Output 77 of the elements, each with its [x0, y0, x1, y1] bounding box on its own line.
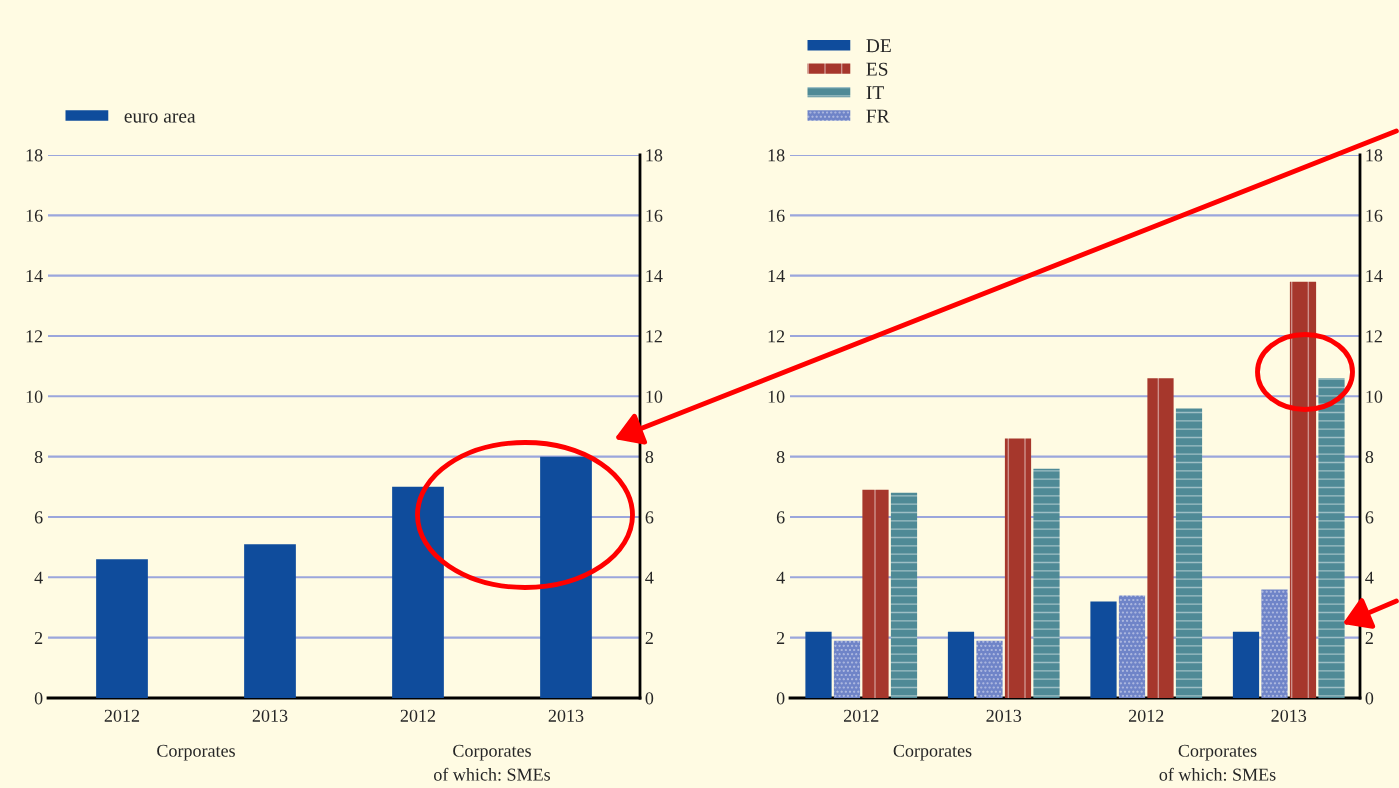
y2-tick-label: 14 — [646, 270, 663, 282]
y2-tick-label: 4 — [645, 571, 654, 584]
y-tick-label: 16 — [26, 209, 43, 222]
y-tick-label: 6 — [776, 511, 785, 524]
y2-tick-label: 4 — [1365, 571, 1374, 584]
y2-tick-label: 18 — [1366, 149, 1383, 162]
y-tick-label: 12 — [768, 330, 785, 343]
y2-tick-label: 12 — [1366, 330, 1382, 343]
bar — [947, 631, 975, 698]
y-tick-label: 14 — [768, 270, 785, 282]
y2-tick-label: 8 — [645, 450, 654, 464]
y2-tick-label: 8 — [1365, 450, 1374, 464]
bar — [96, 559, 148, 698]
y-tick-label: 0 — [34, 692, 43, 705]
legend-label: IT — [866, 86, 884, 100]
y2-tick-label: 18 — [646, 149, 663, 162]
x-tick-label: 2013 — [548, 709, 584, 722]
y-tick-label: 16 — [768, 209, 785, 222]
text: Corporates of which: SMEs — [434, 744, 551, 781]
y-tick-label: 2 — [34, 631, 43, 644]
y2-tick-label: 2 — [1365, 631, 1373, 644]
legend-label: ES — [866, 62, 888, 76]
y-tick-label: 6 — [34, 511, 43, 524]
bar — [890, 492, 918, 698]
bar — [976, 640, 1003, 698]
y2-tick-label: 16 — [646, 209, 663, 222]
y-tick-label: 4 — [776, 571, 785, 584]
text: Corporates — [893, 744, 972, 761]
bar — [1033, 468, 1060, 698]
bar — [1232, 631, 1260, 698]
legend-label: DE — [866, 39, 891, 53]
y2-tick-label: 6 — [1365, 511, 1374, 524]
y2-tick-label: 0 — [1365, 692, 1374, 705]
y-tick-label: 10 — [26, 390, 43, 403]
bar — [1289, 281, 1317, 698]
y2-tick-label: 10 — [646, 390, 663, 403]
y-tick-label: 18 — [26, 149, 43, 162]
bar — [833, 640, 861, 698]
x-tick-label: 2012 — [1128, 709, 1164, 722]
y-tick-label: 8 — [776, 450, 785, 464]
bar — [392, 486, 444, 698]
x-tick-label: 2013 — [252, 709, 288, 722]
x-tick-label: 2012 — [400, 709, 436, 722]
bar — [1147, 378, 1174, 698]
legend-label: FR — [866, 109, 890, 123]
y2-tick-label: 10 — [1366, 390, 1383, 403]
y-tick-label: 10 — [768, 390, 785, 403]
text: Corporates of which: SMEs — [1159, 744, 1276, 781]
y2-tick-label: 0 — [645, 692, 654, 705]
text: Corporates — [157, 744, 235, 761]
x-tick-label: 2012 — [843, 709, 879, 722]
bar — [805, 631, 832, 698]
y-tick-label: 8 — [34, 450, 43, 464]
bar — [1318, 378, 1345, 698]
legend-label: euro area — [124, 113, 196, 123]
bar — [862, 489, 889, 698]
x-tick-label: 2012 — [104, 709, 140, 722]
y2-tick-label: 6 — [645, 511, 654, 524]
bar — [1118, 595, 1146, 698]
y-tick-label: 18 — [768, 149, 785, 162]
bar — [1090, 601, 1117, 698]
y-tick-label: 4 — [34, 571, 43, 584]
x-tick-label: 2013 — [986, 709, 1022, 722]
y2-tick-label: 16 — [1366, 209, 1383, 222]
y2-tick-label: 2 — [645, 631, 653, 644]
y2-tick-label: 14 — [1366, 270, 1383, 282]
y-tick-label: 0 — [776, 692, 785, 705]
y-tick-label: 14 — [26, 270, 43, 282]
y-tick-label: 12 — [26, 330, 43, 343]
bar — [1004, 438, 1032, 698]
bar — [1261, 589, 1288, 698]
y2-tick-label: 12 — [646, 330, 662, 343]
bar — [244, 544, 296, 698]
bar — [1175, 408, 1203, 698]
x-tick-label: 2013 — [1271, 709, 1307, 722]
y-tick-label: 2 — [776, 631, 785, 644]
bar — [540, 456, 592, 698]
